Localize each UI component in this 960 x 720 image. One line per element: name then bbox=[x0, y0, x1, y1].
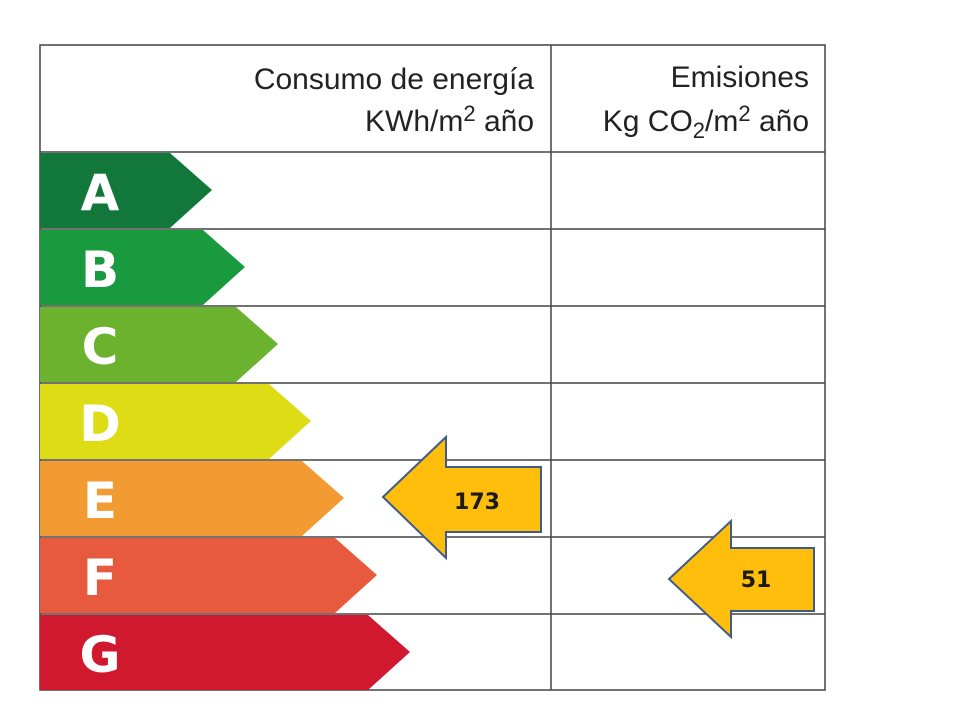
rating-arrow-a bbox=[40, 153, 212, 228]
consumo-value: 173 bbox=[454, 490, 500, 515]
emisiones-indicator-arrow bbox=[667, 518, 815, 640]
rating-arrow-c bbox=[40, 307, 278, 382]
emisiones-value: 51 bbox=[741, 568, 772, 593]
rating-bar-g: G bbox=[40, 615, 410, 690]
rating-arrow-b bbox=[40, 230, 245, 305]
rating-letter-b: B bbox=[81, 241, 119, 299]
rating-bar-a: A bbox=[40, 153, 212, 228]
rating-letter-d: D bbox=[79, 395, 121, 453]
consumo-header-line2: KWh/m2 año bbox=[365, 101, 534, 138]
rating-letter-f: F bbox=[83, 549, 117, 607]
consumo-indicator: 173 bbox=[381, 434, 542, 561]
rating-bar-e: E bbox=[40, 461, 344, 536]
emisiones-header-line2: Kg CO2/m2 año bbox=[603, 101, 809, 143]
rating-bar-b: B bbox=[40, 230, 245, 305]
emisiones-header-line1: Emisiones bbox=[671, 61, 809, 94]
rating-bar-c: C bbox=[40, 307, 278, 382]
rating-bar-d: D bbox=[40, 384, 311, 459]
rating-arrow-d bbox=[40, 384, 311, 459]
rating-letter-e: E bbox=[83, 472, 117, 530]
rating-letter-c: C bbox=[82, 318, 119, 376]
rating-arrow-g bbox=[40, 615, 410, 690]
rating-arrow-f bbox=[40, 538, 377, 613]
emisiones-indicator: 51 bbox=[667, 518, 815, 640]
rating-arrow-e bbox=[40, 461, 344, 536]
rating-bar-f: F bbox=[40, 538, 377, 613]
rating-letter-g: G bbox=[79, 626, 120, 684]
rating-letter-a: A bbox=[81, 164, 120, 222]
table-grid bbox=[39, 44, 826, 691]
consumo-header-line1: Consumo de energía bbox=[254, 63, 534, 96]
consumo-indicator-arrow bbox=[381, 434, 542, 561]
